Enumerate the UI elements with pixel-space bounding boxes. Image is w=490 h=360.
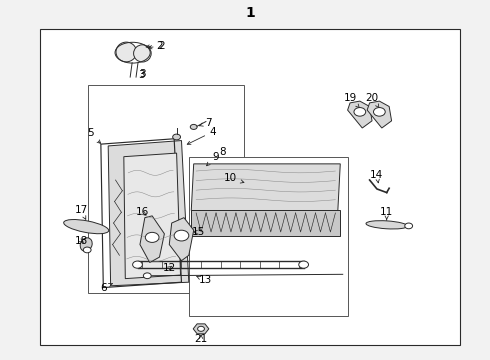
Text: 10: 10: [224, 173, 244, 183]
Text: 3: 3: [138, 70, 145, 80]
Polygon shape: [169, 218, 194, 261]
Text: 3: 3: [139, 69, 146, 79]
Text: 4: 4: [187, 127, 217, 144]
Text: 20: 20: [366, 93, 379, 108]
Circle shape: [354, 108, 366, 116]
Bar: [88, 85, 244, 293]
Text: 6: 6: [100, 283, 112, 293]
Text: 15: 15: [192, 227, 205, 237]
Circle shape: [405, 223, 413, 229]
Polygon shape: [347, 101, 372, 128]
Circle shape: [174, 230, 189, 241]
Ellipse shape: [80, 238, 92, 251]
Ellipse shape: [366, 221, 407, 229]
Text: 12: 12: [163, 263, 176, 273]
Polygon shape: [140, 216, 164, 262]
Text: 2: 2: [148, 41, 165, 50]
Circle shape: [299, 261, 309, 268]
Circle shape: [146, 232, 159, 242]
Text: 2: 2: [146, 41, 163, 50]
Circle shape: [190, 125, 197, 130]
Text: 18: 18: [74, 236, 88, 246]
Text: 9: 9: [207, 152, 219, 166]
Text: 11: 11: [380, 207, 393, 220]
Text: 8: 8: [220, 147, 226, 157]
Polygon shape: [124, 153, 180, 279]
Circle shape: [172, 134, 180, 140]
Circle shape: [83, 247, 91, 253]
Bar: [40, 30, 460, 345]
Bar: [189, 157, 347, 316]
Text: 21: 21: [195, 333, 208, 343]
Text: 5: 5: [87, 129, 100, 143]
Text: 16: 16: [136, 207, 149, 217]
Text: 19: 19: [343, 93, 359, 108]
Text: 1: 1: [245, 6, 255, 20]
Circle shape: [144, 273, 151, 279]
Text: 14: 14: [370, 170, 384, 183]
Text: 7: 7: [199, 118, 212, 128]
Polygon shape: [108, 140, 189, 286]
Circle shape: [373, 108, 385, 116]
Polygon shape: [191, 164, 340, 211]
Polygon shape: [191, 211, 340, 235]
Ellipse shape: [134, 45, 151, 62]
Circle shape: [197, 326, 204, 331]
Ellipse shape: [64, 220, 109, 234]
Polygon shape: [367, 101, 392, 128]
Circle shape: [133, 261, 143, 268]
Ellipse shape: [116, 42, 137, 62]
Text: 17: 17: [74, 206, 88, 219]
Text: 13: 13: [196, 275, 213, 285]
